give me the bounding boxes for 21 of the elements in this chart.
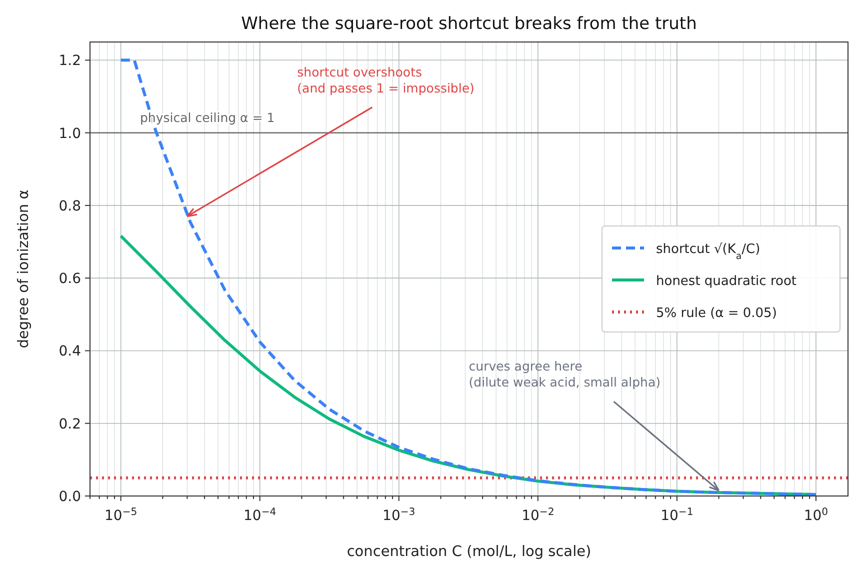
y-tick-label: 0.4 [58, 344, 82, 360]
legend-label: honest quadratic root [656, 274, 797, 289]
x-tick-label: 10$^{0}$ [804, 506, 828, 524]
x-tick-label: 10$^{−3}$ [382, 506, 416, 524]
x-tick-label: 10$^{−2}$ [522, 506, 554, 524]
y-tick-label: 1.2 [58, 53, 81, 70]
x-tick-label: 10$^{−1}$ [660, 506, 694, 524]
x-tick-label: 10$^{−4}$ [244, 506, 276, 524]
x-tick-label: 10$^{−5}$ [104, 506, 138, 524]
y-tick-label: 0.6 [58, 271, 82, 288]
y-tick-label: 1.0 [58, 126, 81, 142]
y-axis-title: degree of ionization α [16, 190, 32, 348]
annotation: curves agree here (dilute weak acid, small alpha) [468, 358, 661, 390]
annotation: shortcut overshoots (and passes 1 = impossible) [297, 64, 474, 96]
chart-title: Where the square-root shortcut breaks from the truth [241, 14, 697, 34]
y-tick-label: 0.2 [58, 416, 81, 432]
legend-label: shortcut √(K$_{a}$/C) [656, 242, 760, 262]
x-axis-title: concentration C (mol/L, log scale) [346, 544, 592, 560]
legend-label: 5% rule (α = 0.05) [656, 306, 777, 321]
y-tick-label: 0.0 [58, 489, 81, 505]
y-tick-label: 0.8 [58, 198, 81, 214]
